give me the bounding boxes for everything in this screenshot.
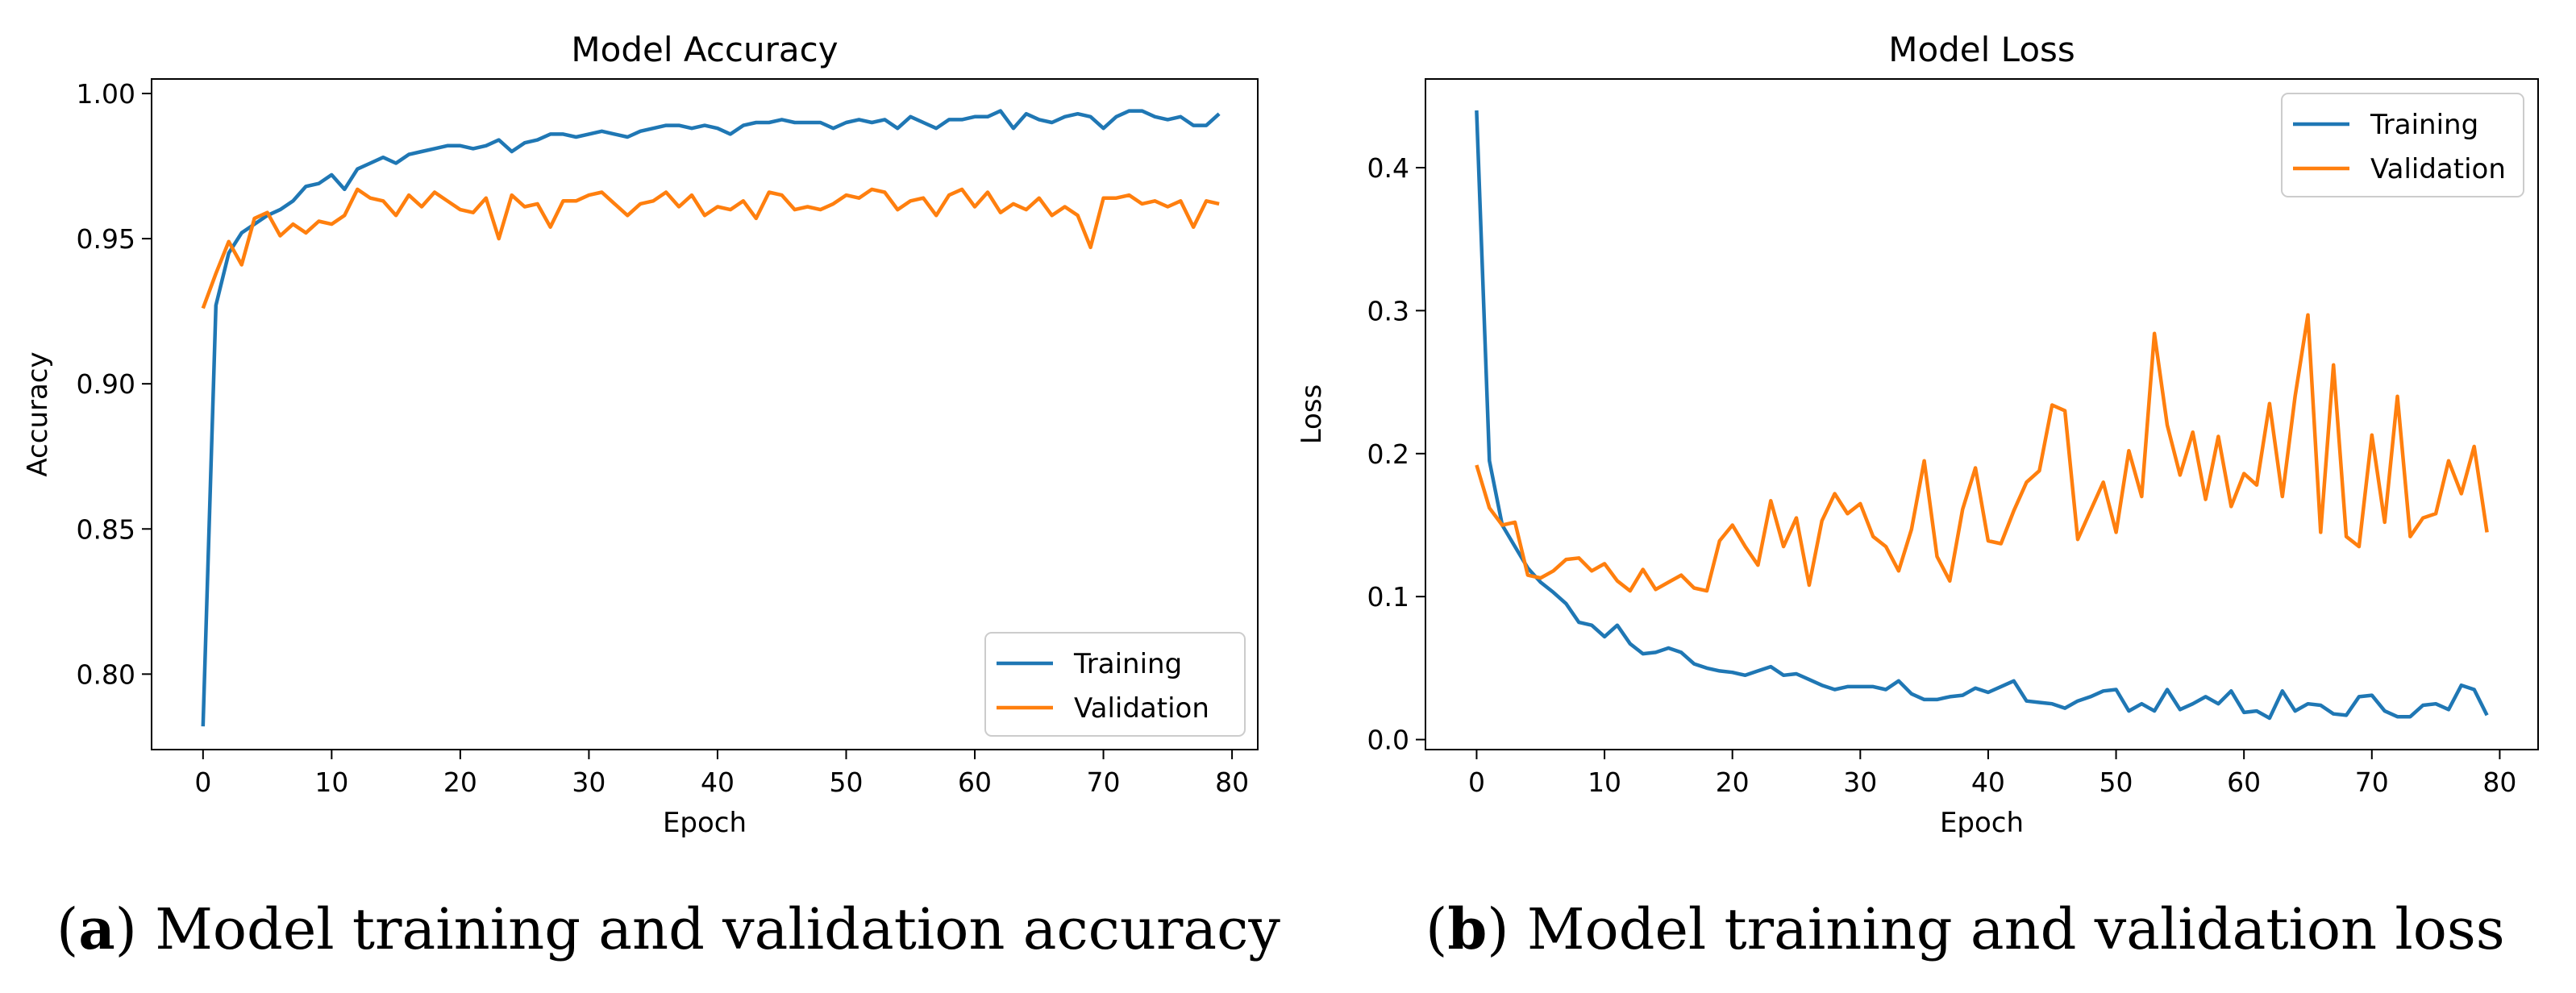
y-tick-label-a-2: 0.90 [77, 368, 135, 400]
y-tick-label-a-0: 0.80 [77, 659, 135, 690]
y-tick-label-b-0: 0.0 [1367, 725, 1409, 756]
chart-title-b: Model Loss [1888, 30, 2075, 69]
series-line-b-validation [1475, 313, 2489, 593]
x-tick-label-b-8: 80 [2482, 767, 2516, 798]
x-tick-label-b-5: 50 [2100, 767, 2133, 798]
y-axis-label-b: Loss [1296, 384, 1328, 445]
x-tick-label-a-7: 70 [1087, 767, 1121, 798]
series-line-a-validation [201, 187, 1220, 310]
chart-title-a: Model Accuracy [571, 30, 838, 69]
x-tick-label-b-7: 70 [2355, 767, 2389, 798]
caption-b-text: ) Model training and validation loss [1487, 896, 2505, 962]
x-tick-label-b-6: 60 [2227, 767, 2261, 798]
y-tick-label-a-4: 1.00 [77, 78, 135, 110]
legend-box-a [984, 632, 1246, 737]
legend-label-b-training: Training [2370, 109, 2478, 141]
x-tick-label-b-2: 20 [1716, 767, 1750, 798]
caption-a-text: ) Model training and validation accuracy [114, 896, 1280, 962]
y-tick-label-a-3: 0.95 [77, 223, 135, 255]
x-tick-label-a-3: 30 [572, 767, 606, 798]
legend-a: Training Validation [984, 632, 1246, 737]
x-tick-label-a-6: 60 [958, 767, 992, 798]
y-tick-label-b-1: 0.1 [1367, 581, 1409, 613]
chart-panel-a: Model Accuracy 0 10 20 30 40 50 60 70 80 0.80 0.85 0… [22, 30, 1259, 839]
legend-label-a-validation: Validation [1074, 692, 1209, 725]
plot-frame-a [151, 78, 1259, 750]
x-tick-label-b-0: 0 [1468, 767, 1485, 798]
caption-b-letter: b [1447, 895, 1488, 962]
y-tick-label-b-3: 0.3 [1367, 295, 1409, 326]
chart-panel-b: Model Loss 0 10 20 30 40 50 60 70 80 0.0 0.1 0.2 0.3 0… [1296, 30, 2539, 839]
series-line-b-training [1475, 110, 2489, 721]
plot-frame-b [1425, 78, 2539, 750]
x-tick-label-a-0: 0 [194, 767, 211, 798]
x-tick-label-b-3: 30 [1843, 767, 1877, 798]
caption-a: (a) Model training and validation accura… [56, 895, 1280, 962]
series-line-a-training [201, 109, 1221, 727]
x-tick-label-a-5: 50 [829, 767, 863, 798]
x-tick-label-b-4: 40 [1971, 767, 2005, 798]
y-tick-label-b-2: 0.2 [1367, 438, 1409, 470]
legend-label-a-training: Training [1073, 648, 1182, 680]
x-tick-label-a-1: 10 [314, 767, 348, 798]
x-tick-label-b-1: 10 [1588, 767, 1621, 798]
x-axis-label-b: Epoch [1940, 807, 2024, 839]
legend-label-b-validation: Validation [2370, 153, 2506, 185]
y-tick-label-a-1: 0.85 [77, 513, 135, 545]
y-tick-label-b-4: 0.4 [1367, 152, 1409, 184]
x-tick-label-a-4: 40 [701, 767, 735, 798]
x-tick-label-a-8: 80 [1215, 767, 1249, 798]
x-axis-label-a: Epoch [663, 807, 747, 839]
legend-box-b [2281, 93, 2524, 197]
x-tick-label-a-2: 20 [443, 767, 477, 798]
legend-b: Training Validation [2281, 93, 2524, 197]
caption-b: (b) Model training and validation loss [1425, 895, 2505, 962]
y-axis-label-a: Accuracy [22, 351, 54, 476]
caption-a-letter: a [78, 895, 115, 962]
